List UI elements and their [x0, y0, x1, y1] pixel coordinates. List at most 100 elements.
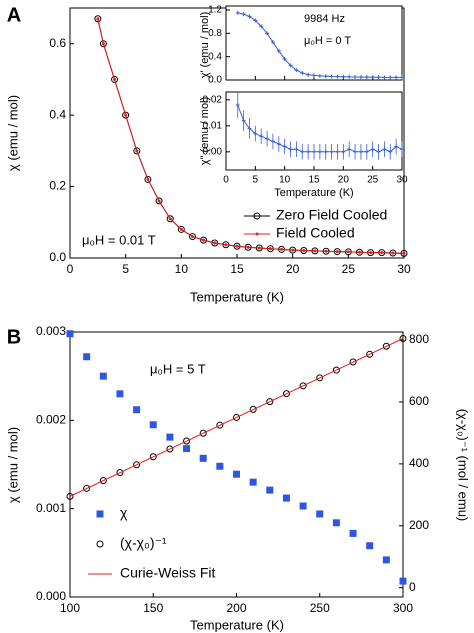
y-tick-label: 0.001	[36, 501, 66, 515]
y-axis-title: χ (emu / mol)	[5, 427, 20, 503]
data-point	[216, 421, 224, 429]
data-point	[376, 149, 381, 154]
data-point	[268, 247, 272, 251]
data-point	[166, 445, 174, 453]
data-point	[358, 149, 363, 154]
data-point	[376, 75, 381, 80]
panel-label: A	[7, 4, 21, 26]
data-point	[199, 429, 207, 437]
data-point	[335, 149, 340, 154]
data-point	[265, 31, 270, 36]
plot-frame	[69, 331, 404, 598]
data-point	[168, 217, 172, 221]
y2-tick-label: 0	[409, 580, 416, 594]
data-point	[324, 249, 328, 253]
data-point	[116, 469, 124, 477]
data-point	[133, 147, 141, 155]
data-point	[166, 215, 174, 223]
data-point	[312, 73, 316, 78]
x-tick-label: 5	[253, 175, 259, 186]
data-point	[188, 233, 196, 241]
data-point	[99, 477, 107, 485]
data-point	[266, 398, 274, 406]
panel-label: B	[7, 326, 21, 348]
data-point	[364, 75, 369, 80]
data-point	[282, 144, 287, 149]
y2-tick-label: 600	[409, 394, 429, 408]
x-tick-label: 25	[367, 175, 379, 186]
data-point	[399, 335, 407, 343]
y-tick-label: 0.4	[208, 51, 222, 62]
data-point	[300, 71, 305, 75]
x-tick-label: 15	[308, 175, 320, 186]
data-point	[111, 75, 119, 83]
data-point	[270, 139, 275, 144]
legend-label: Curie-Weiss Fit	[120, 565, 216, 581]
y2-axis-title: (χ-χ₀)⁻¹ (mol / emu)	[456, 409, 471, 522]
x-tick-label: 0	[223, 175, 229, 186]
data-point	[316, 374, 324, 382]
y-tick-label: 0.0	[208, 75, 222, 86]
data-point	[276, 142, 281, 146]
data-point	[235, 244, 239, 248]
data-point	[388, 75, 393, 80]
data-point	[280, 247, 284, 251]
y-tick-label: 0.0	[49, 250, 66, 264]
data-point	[335, 74, 340, 79]
data-point	[149, 453, 157, 461]
y-tick-label: 0.6	[49, 36, 66, 50]
data-point	[353, 74, 358, 79]
data-point	[259, 134, 264, 139]
y-tick-label: 0.003	[36, 324, 66, 338]
y-tick-label: 0.02	[203, 94, 223, 105]
legend-label: χ	[120, 505, 128, 521]
data-point	[183, 445, 191, 453]
data-point	[341, 149, 346, 154]
data-point	[99, 372, 107, 380]
data-point	[216, 462, 224, 470]
legend-label: Field Cooled	[276, 225, 355, 241]
data-point	[388, 149, 393, 154]
data-point	[294, 147, 299, 152]
data-point	[83, 353, 91, 361]
x-tick-label: 100	[60, 601, 80, 615]
y-tick-label: 0.00	[203, 146, 223, 157]
x-tick-label: 200	[226, 601, 246, 615]
data-point	[94, 15, 102, 23]
data-point	[347, 74, 352, 79]
data-point	[241, 12, 246, 17]
data-point	[329, 74, 334, 79]
data-point	[282, 494, 290, 502]
plot-frame	[225, 5, 403, 81]
data-point	[235, 10, 240, 15]
x-tick-label: 30	[396, 175, 408, 186]
x-tick-label: 10	[175, 262, 189, 276]
x-tick-label: 10	[279, 175, 291, 186]
data-point	[346, 250, 350, 254]
data-point	[291, 248, 295, 252]
data-point	[247, 126, 252, 131]
data-point	[146, 177, 150, 181]
annotation: μ₀H = 0.01 T	[82, 232, 156, 247]
data-point	[122, 111, 130, 119]
y-axis-title: χ" (emu / mol)	[199, 97, 211, 165]
data-point	[300, 149, 305, 154]
x-tick-label: 250	[310, 601, 330, 615]
legend-symbol	[96, 540, 104, 548]
annotation: μ₀H = 0 T	[304, 35, 351, 47]
data-point	[370, 147, 375, 152]
data-point	[282, 57, 287, 61]
legend-symbol	[253, 212, 261, 220]
data-point	[391, 251, 395, 255]
data-point	[133, 406, 141, 414]
data-point	[149, 421, 157, 429]
x-tick-label: 20	[286, 262, 300, 276]
data-point	[306, 72, 311, 77]
data-point	[157, 199, 161, 203]
data-point	[317, 73, 322, 78]
legend-label: Zero Field Cooled	[276, 207, 387, 223]
data-point	[380, 251, 384, 255]
legend-label: (χ-χ₀)⁻¹	[120, 535, 167, 551]
x-tick-label: 20	[338, 175, 350, 186]
y-axis-title: χ (emu / mol)	[5, 95, 20, 171]
